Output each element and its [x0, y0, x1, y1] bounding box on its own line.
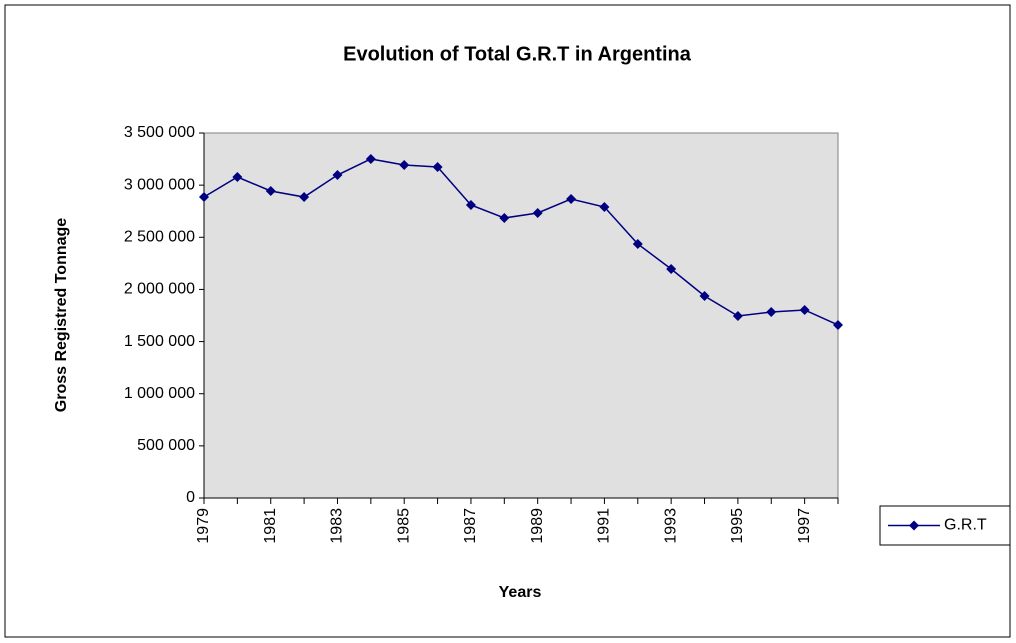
- x-tick-label: 1989: [529, 508, 546, 544]
- series-line: [203, 158, 839, 326]
- data-point: [799, 304, 810, 315]
- data-point: [365, 153, 376, 164]
- x-tick-label: 1995: [729, 508, 746, 544]
- data-point: [732, 311, 743, 322]
- x-tick-label: 1993: [662, 508, 679, 544]
- data-point: [399, 160, 410, 171]
- y-tick-label: 3 500 000: [124, 124, 195, 141]
- data-point: [265, 185, 276, 196]
- data-point: [499, 212, 510, 223]
- x-tick-label: 1985: [395, 508, 412, 544]
- y-axis-label: Gross Registred Tonnage: [53, 218, 70, 413]
- data-point: [666, 263, 677, 274]
- data-point: [332, 170, 343, 181]
- chart-title: Evolution of Total G.R.T in Argentina: [343, 43, 692, 65]
- legend-marker: [909, 520, 919, 531]
- y-tick-label: 1 000 000: [124, 385, 195, 402]
- data-point: [199, 192, 209, 203]
- x-tick-label: 1991: [596, 508, 613, 544]
- data-point: [766, 306, 777, 317]
- data-point: [566, 194, 577, 205]
- data-point: [833, 319, 843, 330]
- y-tick-label: 1 500 000: [124, 333, 195, 350]
- x-tick-label: 1981: [262, 508, 279, 544]
- legend-label: G.R.T: [944, 517, 987, 534]
- y-tick-label: 500 000: [137, 437, 195, 454]
- data-point: [232, 172, 243, 183]
- x-tick-label: 1979: [195, 508, 212, 544]
- data-point: [432, 161, 443, 172]
- data-point: [632, 238, 643, 249]
- y-tick-label: 2 500 000: [124, 229, 195, 246]
- y-tick-label: 3 000 000: [124, 176, 195, 193]
- y-tick-label: 2 000 000: [124, 281, 195, 298]
- data-point: [532, 207, 543, 218]
- x-tick-label: 1997: [796, 508, 813, 544]
- x-tick-label: 1987: [462, 508, 479, 544]
- data-point: [299, 192, 310, 203]
- x-tick-label: 1983: [329, 508, 346, 544]
- data-point: [599, 202, 610, 213]
- y-tick-label: 0: [186, 489, 195, 506]
- data-point: [699, 290, 710, 301]
- x-axis-label: Years: [499, 584, 542, 601]
- data-point: [465, 199, 476, 210]
